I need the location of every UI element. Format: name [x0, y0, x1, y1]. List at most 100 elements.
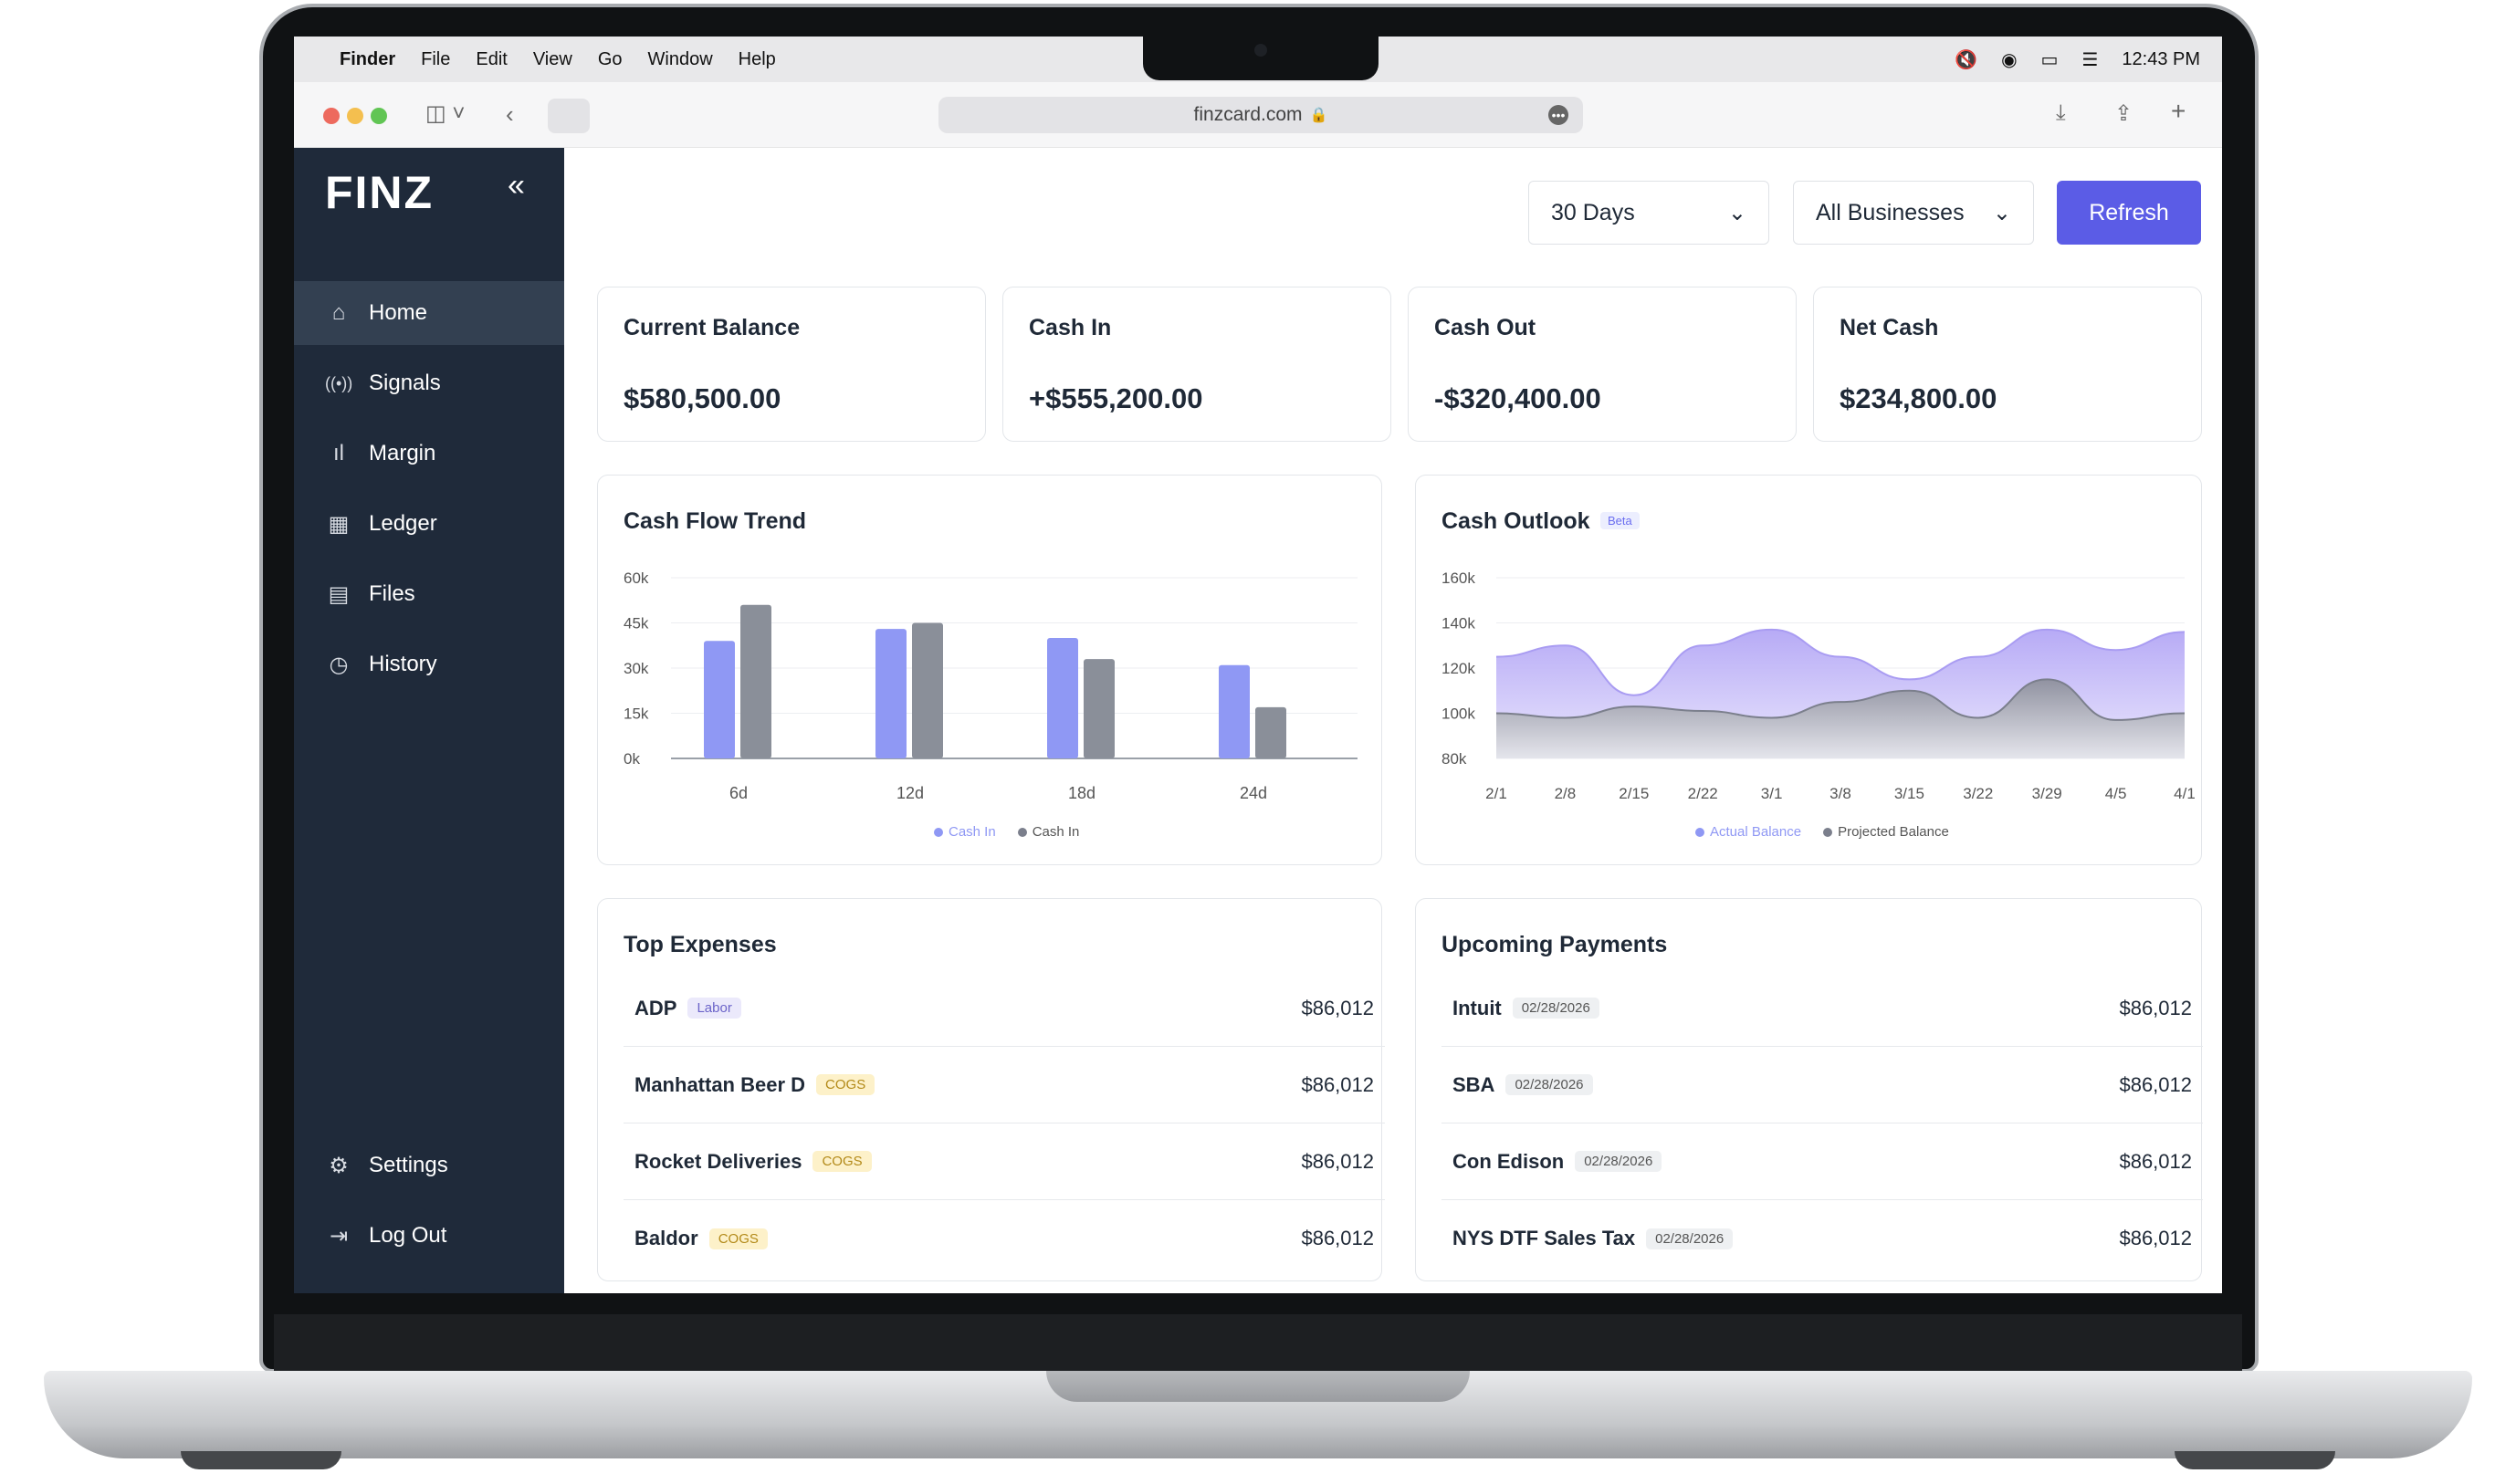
payment-row[interactable]: Intuit 02/28/2026 $86,012	[1441, 970, 2203, 1047]
top-expenses-card: Top Expenses ADP Labor $86,012 Manhattan…	[597, 898, 1385, 1281]
x-tick-label: 3/1	[1761, 785, 1783, 802]
menu-file[interactable]: File	[421, 48, 451, 69]
control-center-icon[interactable]: ☰	[2081, 49, 2099, 70]
x-tick-label: 3/22	[1963, 785, 1993, 802]
chevron-down-icon: ⌄	[1992, 200, 2011, 225]
sidebar-item-settings[interactable]: ⚙ Settings	[294, 1134, 564, 1197]
more-icon[interactable]: •••	[1548, 105, 1568, 125]
payment-row[interactable]: SBA 02/28/2026 $86,012	[1441, 1047, 2203, 1123]
new-tab-icon[interactable]: +	[2171, 97, 2186, 125]
sidebar-item-label: Margin	[369, 441, 436, 465]
sidebar-item-label: Files	[369, 581, 415, 606]
bar-chart-icon: ıl	[333, 441, 344, 465]
sidebar-item-home[interactable]: ⌂ Home	[294, 281, 564, 345]
payment-amount: $86,012	[2119, 1072, 2192, 1096]
laptop-base-notch	[1046, 1371, 1470, 1402]
menu-edit[interactable]: Edit	[476, 48, 508, 69]
x-tick-label: 3/29	[2032, 785, 2062, 802]
collapse-icon[interactable]: «	[508, 168, 525, 203]
tab-overview-icon[interactable]	[548, 99, 590, 133]
sidebar-item-label: Log Out	[369, 1223, 447, 1248]
bar	[1084, 659, 1115, 758]
sidebar-item-history[interactable]: ◷ History	[294, 632, 564, 696]
card-title: Top Expenses	[624, 932, 777, 957]
x-tick-label: 18d	[1068, 784, 1096, 802]
chart-legend: Actual Balance Projected Balance	[1695, 824, 1949, 840]
y-tick-label: 160k	[1441, 570, 1475, 587]
period-dropdown[interactable]: 30 Days ⌄	[1528, 181, 1769, 245]
sidebar-item-label: Signals	[369, 371, 441, 395]
legend-dot	[1823, 827, 1833, 837]
sidebar-item-ledger[interactable]: ▦ Ledger	[294, 492, 564, 556]
payment-row[interactable]: Con Edison 02/28/2026 $86,012	[1441, 1123, 2203, 1200]
home-icon: ⌂	[331, 300, 346, 325]
menu-go[interactable]: Go	[597, 48, 623, 69]
battery-icon[interactable]: ▭	[2040, 49, 2059, 70]
expense-row[interactable]: Baldor COGS $86,012	[624, 1200, 1385, 1277]
refresh-button[interactable]: Refresh	[2057, 181, 2201, 245]
expense-row[interactable]: ADP Labor $86,012	[624, 970, 1385, 1047]
user-icon[interactable]: ◉	[2001, 49, 2018, 70]
sidebar-toggle-icon[interactable]: ◫ ˅	[425, 101, 466, 126]
legend-label: Actual Balance	[1710, 824, 1802, 840]
mute-icon[interactable]: 🔇	[1955, 49, 1978, 70]
cash-flow-trend-card: Cash Flow Trend 60k 45k 30k 15k 0k 6d 12d 18d 24…	[597, 475, 1382, 865]
sidebar-item-label: Ledger	[369, 511, 437, 536]
x-tick-label: 3/15	[1894, 785, 1924, 802]
file-icon: ▤	[328, 581, 350, 607]
sidebar-item-label: History	[369, 652, 437, 676]
download-icon[interactable]: ⤓	[2056, 100, 2066, 125]
address-bar[interactable]: finzcard.com 🔒 •••	[938, 97, 1583, 133]
bar	[1219, 664, 1250, 758]
expense-row[interactable]: Manhattan Beer D COGS $86,012	[624, 1047, 1385, 1123]
screen: Finder File Edit View Go Window Help 🔇 ◉…	[294, 37, 2222, 1293]
expense-row[interactable]: Rocket Deliveries COGS $86,012	[624, 1123, 1385, 1200]
menu-help[interactable]: Help	[738, 48, 776, 69]
y-tick-label: 80k	[1441, 750, 1467, 768]
menu-view[interactable]: View	[532, 48, 572, 69]
chart-legend: Cash In Cash In	[934, 824, 1079, 840]
lock-icon: 🔒	[1309, 108, 1328, 123]
business-dropdown[interactable]: All Businesses ⌄	[1793, 181, 2034, 245]
x-tick-label: 4/1	[2174, 785, 2196, 802]
menu-app-name[interactable]: Finder	[340, 48, 396, 69]
chevron-down-icon: ⌄	[1727, 200, 1746, 225]
payee-name: Con Edison	[1452, 1149, 1565, 1173]
x-tick-label: 4/5	[2105, 785, 2127, 802]
due-date-badge: 02/28/2026	[1575, 1151, 1662, 1172]
category-badge: Labor	[687, 998, 741, 1019]
stat-label: Cash Out	[1434, 315, 1536, 340]
stat-card-cash-in: Cash In +$555,200.00	[1002, 287, 1391, 442]
sidebar-item-signals[interactable]: ((•)) Signals	[294, 351, 564, 415]
close-window-icon[interactable]	[323, 108, 340, 124]
y-tick-label: 30k	[624, 660, 649, 677]
sidebar-item-label: Home	[369, 300, 428, 325]
gear-icon: ⚙	[329, 1153, 349, 1178]
menu-window[interactable]: Window	[647, 48, 713, 69]
expense-amount: $86,012	[1301, 1149, 1374, 1173]
sidebar-item-files[interactable]: ▤ Files	[294, 562, 564, 626]
back-icon[interactable]: ‹	[506, 100, 514, 128]
x-tick-label: 3/8	[1829, 785, 1851, 802]
y-tick-label: 60k	[624, 570, 649, 587]
category-badge: COGS	[816, 1074, 875, 1095]
sidebar-item-logout[interactable]: ⇥ Log Out	[294, 1204, 564, 1268]
clock-icon: ◷	[329, 652, 349, 677]
category-badge: COGS	[812, 1151, 872, 1172]
x-tick-label: 2/1	[1485, 785, 1507, 802]
maximize-window-icon[interactable]	[371, 108, 387, 124]
logout-icon: ⇥	[329, 1223, 349, 1249]
chart-title: Cash Outlook	[1441, 508, 1590, 534]
payment-amount: $86,012	[2119, 1149, 2192, 1173]
menubar-clock[interactable]: 12:43 PM	[2122, 48, 2200, 69]
bar	[912, 622, 943, 758]
bar	[875, 629, 907, 758]
logo[interactable]: FINZ	[325, 167, 435, 218]
cash-flow-bar-chart: 60k 45k 30k 15k 0k 6d 12d 18d 24d	[624, 570, 1358, 802]
table-icon: ▦	[328, 511, 350, 537]
sidebar-item-margin[interactable]: ıl Margin	[294, 422, 564, 486]
minimize-window-icon[interactable]	[347, 108, 363, 124]
y-tick-label: 0k	[624, 750, 640, 768]
payment-row[interactable]: NYS DTF Sales Tax 02/28/2026 $86,012	[1441, 1200, 2203, 1277]
share-icon[interactable]: ⇪	[2114, 101, 2133, 126]
